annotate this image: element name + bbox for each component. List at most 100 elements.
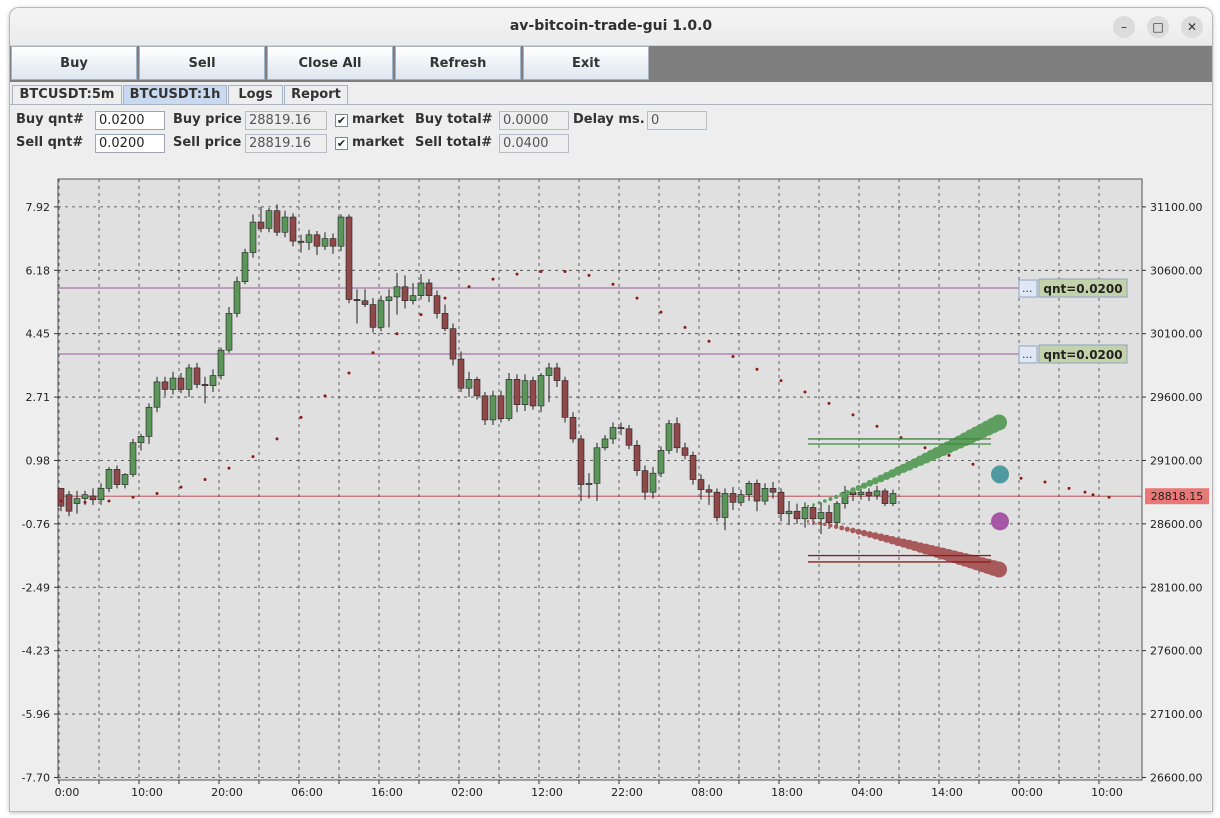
candle-body	[289, 216, 297, 242]
tab-bar: BTCUSDT:5m BTCUSDT:1h Logs Report	[10, 84, 1212, 105]
left-axis-tick-label: -4.23	[22, 645, 50, 658]
ma-point	[347, 371, 351, 375]
maximize-button[interactable]: □	[1147, 16, 1169, 38]
tab-logs[interactable]: Logs	[228, 85, 283, 104]
ma-point	[419, 313, 423, 317]
ma-point	[851, 413, 855, 417]
ma-point	[1067, 486, 1071, 490]
refresh-button[interactable]: Refresh	[395, 46, 521, 80]
sell-button[interactable]: Sell	[139, 46, 265, 80]
buy-forecast-point	[866, 479, 874, 487]
title-bar: av-bitcoin-trade-gui 1.0.0 – □ ✕	[10, 8, 1212, 46]
sell-forecast-point	[839, 525, 845, 531]
candle-body	[409, 295, 417, 302]
sell-forecast-point	[823, 522, 827, 527]
ma-point	[467, 285, 471, 289]
sell-qnt-field[interactable]: 0.0200	[95, 134, 165, 153]
candle-body	[585, 483, 593, 485]
ma-point	[107, 499, 111, 503]
buy-price-field[interactable]: 28819.16	[245, 111, 327, 130]
candle-body	[113, 469, 121, 485]
x-axis-tick-label: 16:00	[371, 786, 403, 799]
sell-market-checkbox[interactable]: ✔	[335, 137, 348, 150]
candle-body	[401, 286, 409, 302]
tab-btcusdt-1h[interactable]: BTCUSDT:1h	[123, 85, 227, 104]
tab-report[interactable]: Report	[284, 85, 348, 104]
buy-forecast-point	[812, 503, 816, 507]
candle-body	[121, 474, 129, 485]
candle-body	[313, 234, 321, 247]
ma-point	[203, 478, 207, 481]
order-edit-button[interactable]	[1018, 279, 1038, 298]
minimize-button[interactable]: –	[1113, 16, 1135, 38]
buy-forecast-point	[806, 504, 810, 508]
candle-body	[89, 495, 97, 501]
ma-point	[491, 277, 495, 281]
order-form: Buy qnt# 0.0200 Buy price 28819.16 ✔ mar…	[10, 105, 1212, 161]
candle-body	[665, 423, 673, 451]
candle-body	[169, 377, 177, 390]
ma-point	[659, 310, 663, 314]
ma-point	[371, 351, 375, 355]
left-axis-tick-label: -2.49	[22, 581, 50, 594]
ma-point	[1107, 495, 1111, 499]
exit-button[interactable]: Exit	[523, 46, 649, 80]
order-edit-button[interactable]	[1018, 345, 1038, 364]
close-window-button[interactable]: ✕	[1181, 16, 1203, 38]
buy-market-checkbox[interactable]: ✔	[335, 114, 348, 127]
sell-total-label: Sell total#	[415, 135, 493, 150]
x-axis-tick-label: 06:00	[291, 786, 323, 799]
candle-body	[825, 512, 833, 523]
ma-point	[83, 500, 87, 504]
candle-body	[457, 358, 465, 389]
candle-body	[601, 438, 609, 449]
close-all-button[interactable]: Close All	[267, 46, 393, 80]
candle-body	[361, 300, 369, 305]
tab-btcusdt-5m[interactable]: BTCUSDT:5m	[12, 85, 122, 104]
ma-point	[131, 495, 135, 499]
candle-body	[529, 380, 537, 407]
left-axis-tick-label: 7.92	[26, 201, 51, 214]
candle-body	[697, 479, 705, 490]
sell-price-field[interactable]: 28819.16	[245, 134, 327, 153]
delay-field[interactable]: 0	[647, 111, 707, 130]
order-qnt-label: qnt=0.0200	[1043, 348, 1122, 362]
candle-body	[161, 381, 169, 390]
candle-body	[649, 472, 657, 493]
buy-total-field[interactable]: 0.0000	[499, 111, 569, 130]
x-axis-tick-label: 10:00	[131, 786, 163, 799]
ma-point	[251, 455, 255, 459]
ma-point	[275, 437, 279, 441]
buy-button[interactable]: Buy	[11, 46, 137, 80]
candle-body	[193, 367, 201, 385]
candle-body	[377, 300, 385, 328]
candle-body	[225, 313, 233, 351]
ma-point	[59, 499, 63, 503]
ma-point	[323, 394, 327, 398]
candle-body	[753, 483, 761, 502]
candle-body	[217, 349, 225, 376]
price-chart[interactable]: 31100.00 7.92 30600.00 6.18 30100.00 4.45 2960…	[11, 162, 1211, 810]
candle-body	[249, 221, 257, 253]
ma-point	[611, 282, 615, 286]
candle-body	[793, 510, 801, 520]
candle-body	[553, 367, 561, 381]
candle-body	[105, 469, 113, 489]
chart-canvas[interactable]: 31100.00 7.92 30600.00 6.18 30100.00 4.45 2960…	[11, 162, 1211, 810]
ma-point	[707, 339, 711, 343]
order-qnt-label-box	[1038, 344, 1128, 364]
right-axis-tick-label: 26600.00	[1150, 771, 1203, 784]
candle-body	[449, 328, 457, 360]
candle-body	[201, 384, 209, 386]
candle-body	[777, 491, 785, 515]
candle-body	[137, 436, 145, 444]
ma-point	[803, 390, 807, 394]
candle-body	[129, 442, 137, 475]
candle-body	[657, 450, 665, 474]
left-axis-tick-label: -7.70	[22, 771, 50, 784]
sell-total-field[interactable]: 0.0400	[499, 134, 569, 153]
candle-body	[889, 493, 897, 504]
sell-forecast-point	[812, 520, 816, 524]
ma-point	[1043, 480, 1047, 484]
buy-qnt-field[interactable]: 0.0200	[95, 111, 165, 130]
